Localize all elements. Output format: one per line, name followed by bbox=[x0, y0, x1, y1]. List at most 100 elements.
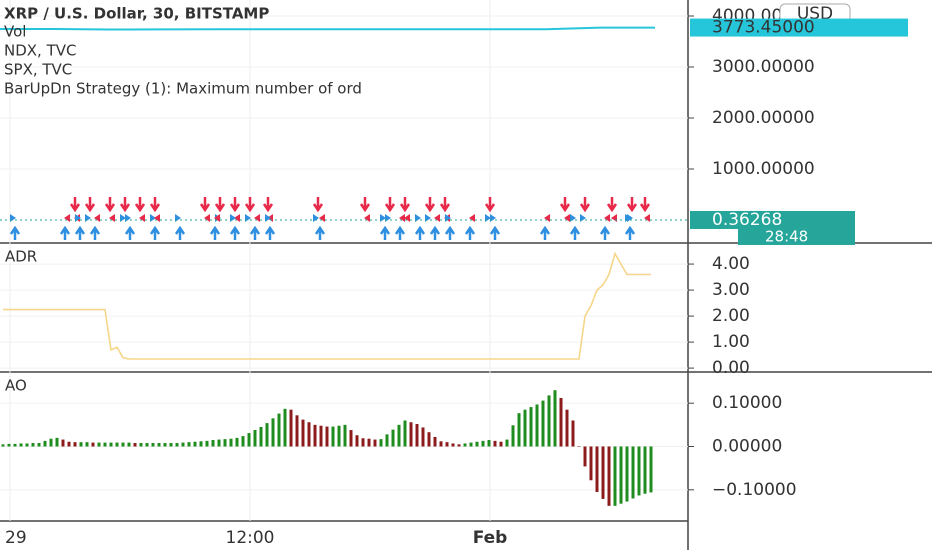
ao-bar bbox=[19, 443, 23, 447]
ao-bar bbox=[565, 409, 569, 447]
ao-bar bbox=[307, 422, 311, 447]
sell-arrow bbox=[579, 197, 591, 213]
ao-bar bbox=[469, 442, 473, 447]
series-line bbox=[0, 26, 655, 31]
y-tick-label: 2000.00000 bbox=[712, 108, 815, 128]
buy-arrow bbox=[174, 225, 186, 240]
ao-bar bbox=[493, 440, 497, 447]
ao-bar bbox=[121, 442, 125, 447]
sell-arrow bbox=[424, 197, 436, 213]
ao-bar bbox=[109, 442, 113, 447]
ao-bar bbox=[277, 413, 281, 447]
ao-bar bbox=[151, 443, 155, 447]
ao-bar bbox=[613, 446, 617, 506]
ao-bar bbox=[367, 438, 371, 447]
x-tick-label: 12:00 bbox=[226, 528, 275, 548]
ao-bar bbox=[373, 439, 377, 447]
ao-bar bbox=[67, 441, 71, 447]
legend-entry: SPX, TVC bbox=[4, 61, 72, 79]
ao-bar bbox=[481, 440, 485, 447]
ao-bar bbox=[91, 442, 95, 447]
buy-arrow bbox=[59, 225, 71, 240]
ao-bar bbox=[343, 424, 347, 447]
signal-triangle bbox=[313, 214, 319, 222]
ao-bar bbox=[217, 439, 221, 447]
ao-bar bbox=[13, 443, 17, 447]
ao-bar bbox=[379, 439, 383, 447]
signal-triangle bbox=[415, 214, 421, 222]
sell-arrow bbox=[626, 197, 638, 213]
legend-entry: NDX, TVC bbox=[4, 42, 76, 60]
ao-bar bbox=[523, 409, 527, 447]
signal-triangle bbox=[175, 214, 181, 222]
signal-triangle bbox=[425, 214, 431, 222]
signal-triangle bbox=[85, 214, 91, 222]
signal-triangle bbox=[75, 214, 81, 222]
ao-bar bbox=[235, 437, 239, 447]
series-line bbox=[3, 251, 651, 360]
ao-bar bbox=[241, 436, 245, 447]
sell-arrow bbox=[639, 197, 651, 213]
y-tick-label: 3000.00000 bbox=[712, 57, 815, 77]
signal-triangle bbox=[404, 214, 410, 222]
ao-bar bbox=[349, 430, 353, 447]
buy-arrow bbox=[149, 225, 161, 240]
signal-triangle bbox=[469, 214, 475, 222]
signal-triangle bbox=[434, 214, 440, 222]
ao-bar bbox=[211, 440, 215, 447]
ao-bar bbox=[457, 444, 461, 447]
y-tick-label: 0.00000 bbox=[712, 437, 782, 457]
ao-bar bbox=[265, 423, 269, 447]
buy-arrow bbox=[489, 225, 501, 240]
signal-triangle bbox=[109, 214, 115, 222]
ao-bar bbox=[535, 404, 539, 447]
ao-bar bbox=[205, 440, 209, 447]
sell-arrow bbox=[134, 197, 146, 213]
buy-arrow bbox=[414, 225, 426, 240]
y-tick-label: 0.10000 bbox=[712, 393, 782, 413]
ao-bar bbox=[595, 446, 599, 492]
sell-arrow bbox=[399, 197, 411, 213]
countdown-box bbox=[738, 228, 855, 245]
signal-triangle bbox=[319, 214, 325, 222]
y-tick-label: −0.10000 bbox=[712, 480, 797, 500]
pane-title: ADR bbox=[5, 248, 37, 266]
ao-bar bbox=[145, 443, 149, 447]
signal-triangle bbox=[214, 214, 220, 222]
strategy-markers bbox=[9, 197, 651, 240]
ao-bar bbox=[427, 432, 431, 447]
ao-bar bbox=[187, 442, 191, 447]
ao-bar bbox=[271, 418, 275, 447]
y-tick-label: 2.00 bbox=[712, 306, 750, 326]
y-tick-label: 1.00 bbox=[712, 332, 750, 352]
ao-bar bbox=[31, 443, 35, 447]
signal-triangle bbox=[230, 214, 236, 222]
ao-bar bbox=[1, 444, 5, 447]
ao-bar bbox=[589, 446, 593, 481]
ao-bar bbox=[139, 443, 143, 447]
buy-arrow bbox=[394, 225, 406, 240]
price-tag bbox=[690, 18, 908, 37]
y-tick-label: 4.00 bbox=[712, 254, 750, 274]
signal-triangle bbox=[445, 214, 451, 222]
ao-bar bbox=[253, 430, 257, 447]
xrp-tag-label: 0.36268 bbox=[712, 210, 782, 230]
ao-bar bbox=[385, 434, 389, 447]
ao-bar bbox=[415, 423, 419, 447]
ao-bar bbox=[397, 424, 401, 447]
signal-triangle bbox=[604, 214, 610, 222]
ao-bar bbox=[463, 443, 467, 447]
buy-arrow bbox=[379, 225, 391, 240]
ao-bar bbox=[421, 427, 425, 447]
sell-arrow bbox=[384, 197, 396, 213]
buy-arrow bbox=[124, 225, 136, 240]
sell-arrow bbox=[606, 197, 618, 213]
ao-bar bbox=[505, 439, 509, 447]
ao-bar bbox=[181, 442, 185, 447]
sell-arrow bbox=[262, 197, 274, 213]
buy-arrow bbox=[9, 225, 21, 240]
xrp-tag bbox=[690, 210, 855, 229]
legend-entry: Vol bbox=[4, 23, 26, 41]
sell-arrow bbox=[229, 197, 241, 213]
